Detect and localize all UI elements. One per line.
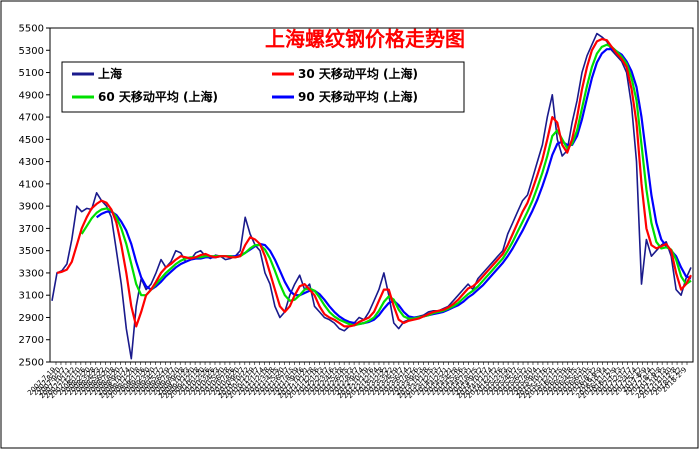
y-tick-label: 5300 bbox=[19, 46, 44, 57]
legend-label: 30 天移动平均 (上海) bbox=[298, 66, 418, 81]
y-tick-label: 3700 bbox=[19, 224, 44, 235]
legend-label: 90 天移动平均 (上海) bbox=[298, 89, 418, 104]
legend-item-ma90: 90 天移动平均 (上海) bbox=[272, 89, 418, 104]
series-layer bbox=[51, 32, 692, 360]
legend-label: 60 天移动平均 (上海) bbox=[98, 89, 218, 104]
y-tick-label: 4100 bbox=[19, 179, 44, 190]
y-axis: 2500 2700 2900 3100 3300 3500 3700 3900 4100 4300… bbox=[19, 24, 50, 369]
y-tick-label: 5500 bbox=[19, 24, 44, 35]
legend-item-ma60: 60 天移动平均 (上海) bbox=[72, 89, 218, 104]
y-tick-label: 3500 bbox=[19, 246, 44, 257]
legend: 上海 30 天移动平均 (上海) 60 天移动平均 (上海) 90 天移动平均 (上海… bbox=[61, 61, 465, 113]
y-tick-label: 5100 bbox=[19, 68, 44, 79]
y-tick-label: 4900 bbox=[19, 90, 44, 101]
y-tick-label: 2700 bbox=[19, 335, 44, 346]
series-line-ma60 bbox=[80, 43, 692, 327]
y-tick-label: 3300 bbox=[19, 268, 44, 279]
y-tick-label: 3100 bbox=[19, 291, 44, 302]
y-tick-label: 4300 bbox=[19, 157, 44, 168]
chart-title: 上海螺纹钢价格走势图 bbox=[265, 27, 465, 51]
y-tick-label: 2900 bbox=[19, 313, 44, 324]
legend-item-shanghai: 上海 bbox=[72, 66, 122, 81]
y-tick-label: 3900 bbox=[19, 202, 44, 213]
y-tick-label: 4700 bbox=[19, 113, 44, 124]
y-tick-label: 2500 bbox=[19, 358, 44, 369]
series-line-shanghai bbox=[51, 32, 692, 360]
y-tick-label: 4500 bbox=[19, 135, 44, 146]
series-line-ma30 bbox=[56, 38, 692, 328]
legend-label: 上海 bbox=[98, 66, 122, 81]
legend-box bbox=[61, 61, 465, 113]
legend-item-ma30: 30 天移动平均 (上海) bbox=[272, 66, 418, 81]
x-axis: 2007-7-192007-8-102007-9-172007-10-11200… bbox=[26, 362, 688, 400]
